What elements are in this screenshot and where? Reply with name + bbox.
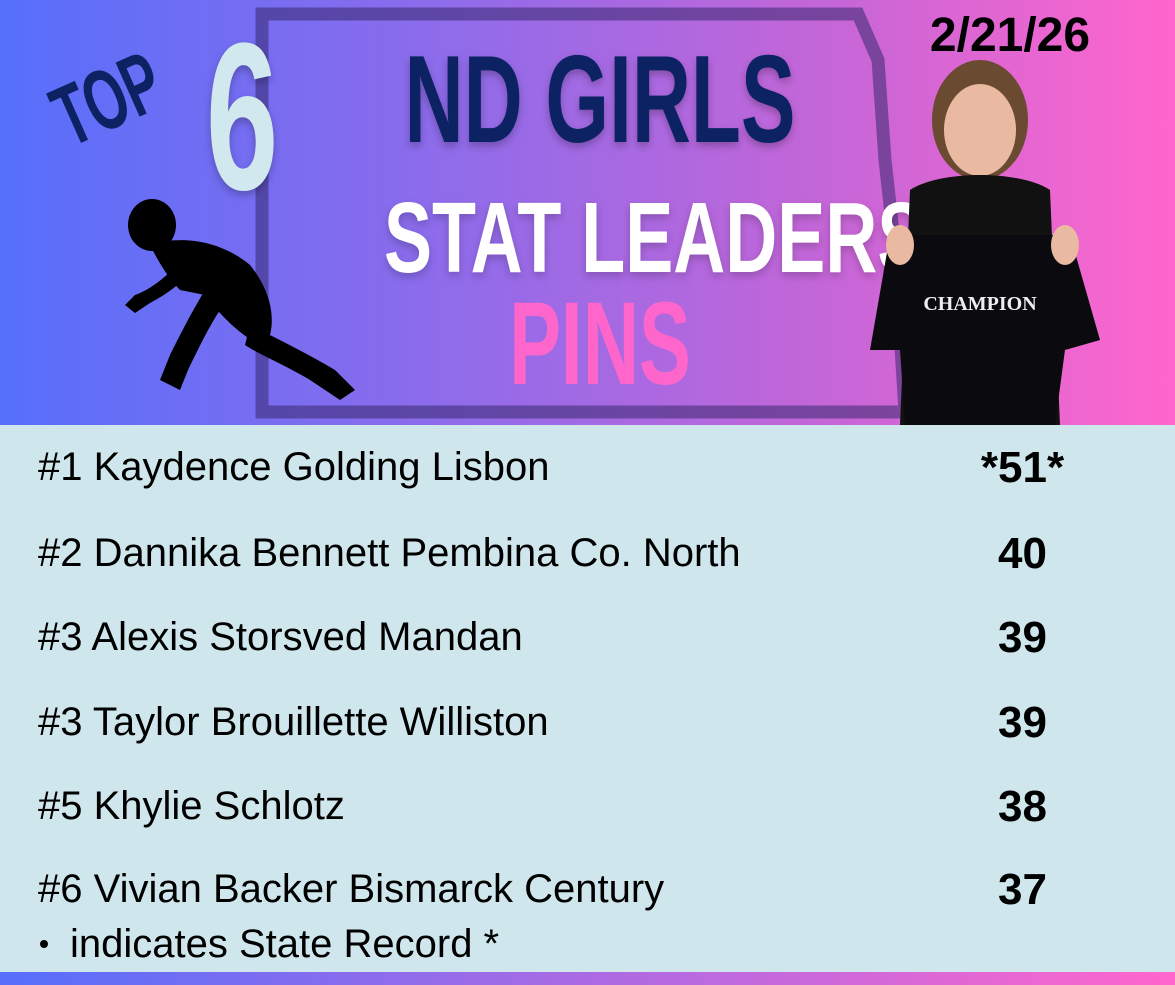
svg-text:CHAMPION: CHAMPION	[923, 293, 1037, 315]
leader-name: #3 Taylor Brouillette Williston	[38, 700, 549, 744]
list-item: #2 Dannika Bennett Pembina Co. North 40	[0, 529, 1175, 591]
leader-value: 38	[998, 782, 1047, 831]
leader-name: #2 Dannika Bennett Pembina Co. North	[38, 531, 741, 575]
footnote: indicates State Record *	[40, 922, 499, 967]
leader-value: 39	[998, 613, 1047, 662]
leader-name: #1 Kaydence Golding Lisbon	[38, 445, 550, 489]
title-stat-leaders: STAT LEADERS	[384, 182, 926, 294]
list-item: #1 Kaydence Golding Lisbon *51*	[0, 443, 1175, 505]
state-outline-frame	[255, 7, 912, 419]
list-item: #5 Khylie Schlotz 38	[0, 782, 1175, 844]
list-item: #3 Alexis Storsved Mandan 39	[0, 613, 1175, 675]
leaders-list: #1 Kaydence Golding Lisbon *51* #2 Danni…	[0, 425, 1175, 972]
footnote-text: indicates State Record *	[70, 922, 500, 966]
bullet-icon	[40, 940, 48, 949]
list-item: #3 Taylor Brouillette Williston 39	[0, 698, 1175, 760]
header-banner: TOP 6 ND GIRLS STAT LEADERS PINS 2/21/26…	[0, 0, 1175, 425]
wrestler-silhouette-icon	[125, 199, 355, 400]
date-label: 2/21/26	[929, 9, 1091, 62]
athlete-photo: CHAMPION	[870, 60, 1100, 425]
category-title: PINS	[509, 278, 691, 410]
leader-value: 40	[998, 529, 1047, 578]
list-item: #6 Vivian Backer Bismarck Century 37	[0, 865, 1175, 927]
leader-value: 37	[998, 865, 1047, 914]
title-nd-girls: ND GIRLS	[404, 31, 796, 169]
bottom-gradient-strip	[0, 972, 1175, 985]
leader-value: *51*	[980, 443, 1065, 492]
leader-name: #6 Vivian Backer Bismarck Century	[38, 867, 665, 911]
leader-name: #3 Alexis Storsved Mandan	[38, 615, 523, 659]
top-number: 6	[205, 0, 279, 234]
leader-value: 39	[998, 698, 1047, 747]
leader-name: #5 Khylie Schlotz	[38, 784, 345, 828]
